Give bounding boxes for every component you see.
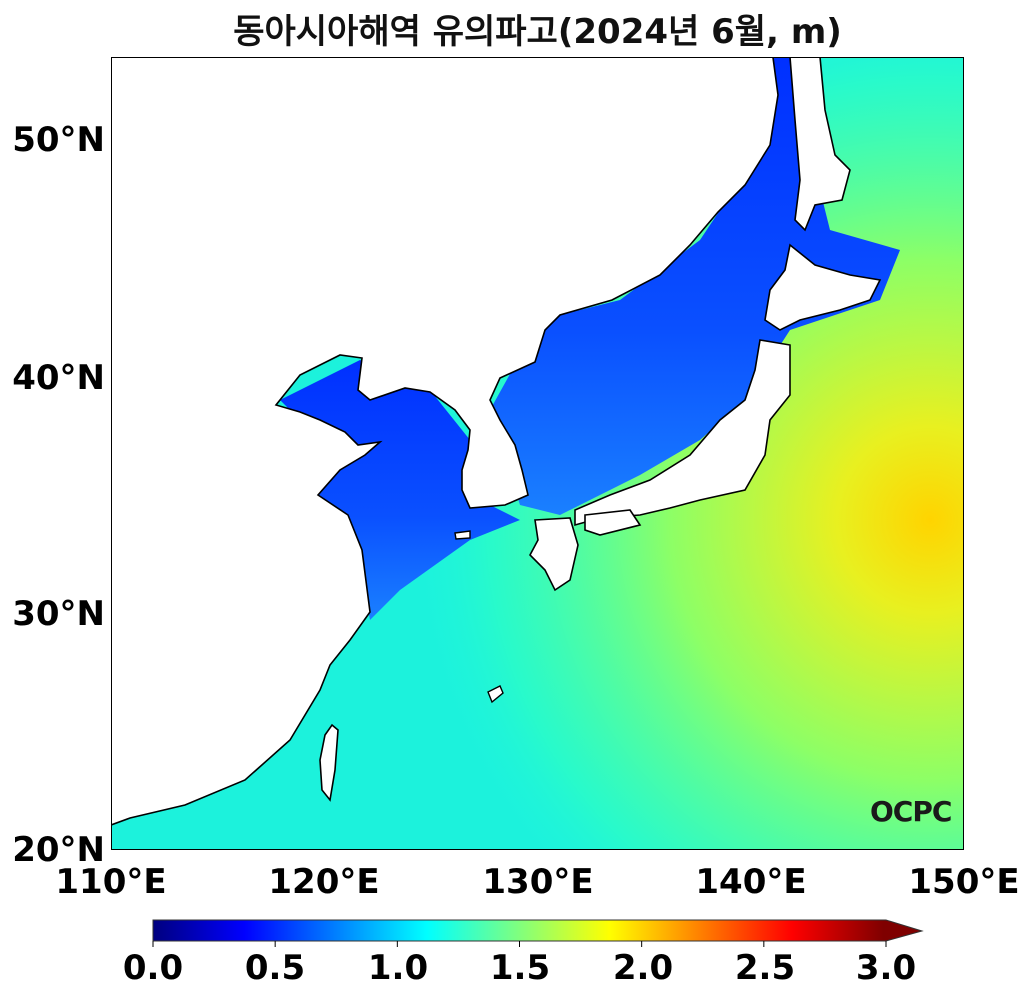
hokkaido [764, 243, 882, 331]
lat-tick-40n: 40°N [12, 358, 105, 398]
okinawa [487, 685, 504, 704]
colorbar-tick-0: 0.0 [122, 948, 184, 988]
map-canvas [99, 49, 980, 870]
lon-tick-120e: 120°E [268, 862, 380, 902]
sakhalin [789, 56, 851, 232]
taiwan [319, 723, 339, 802]
wave-height-map [99, 49, 980, 870]
ocpc-logo: OCPC [870, 795, 952, 828]
map-title: 동아시아해역 유의파고(2024년 6월, m) [233, 12, 842, 52]
colorbar-tick-6: 3.0 [855, 948, 917, 988]
colorbar-tick-4: 2.0 [612, 948, 674, 988]
yellow-sea-low-wave [280, 360, 520, 620]
colorbar-tick-3: 1.5 [489, 948, 551, 988]
lon-tick-110e: 110°E [55, 862, 167, 902]
shikoku [584, 509, 642, 536]
jeju-island [454, 530, 471, 540]
mainland-asia [99, 49, 779, 832]
east-sea-low-wave [490, 57, 900, 515]
lon-tick-140e: 140°E [695, 862, 807, 902]
lon-tick-130e: 130°E [482, 862, 594, 902]
lon-tick-150e: 150°E [908, 862, 1020, 902]
kyushu [529, 517, 579, 592]
lat-tick-20n: 20°N [12, 830, 105, 870]
colorbar-ticks [152, 941, 887, 947]
lat-tick-30n: 30°N [12, 594, 105, 634]
colorbar [152, 919, 924, 947]
colorbar-tick-2: 1.0 [367, 948, 429, 988]
colorbar-tick-1: 0.5 [244, 948, 306, 988]
colorbar-tick-5: 2.5 [734, 948, 796, 988]
colorbar-bar [152, 919, 924, 942]
lat-tick-50n: 50°N [12, 120, 105, 160]
